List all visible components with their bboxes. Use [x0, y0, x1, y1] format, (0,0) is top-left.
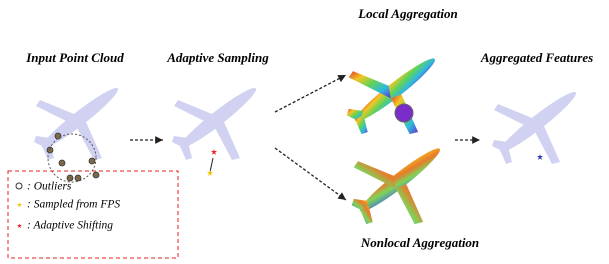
sampling-points	[207, 149, 217, 176]
sampling-plane	[172, 83, 260, 160]
legend-symbol	[17, 203, 22, 208]
figure: Input Point Cloud Adaptive Sampling Loca…	[0, 0, 609, 264]
local-plane	[347, 53, 440, 134]
legend-text: : Adaptive Shifting	[27, 220, 113, 232]
arrow	[275, 148, 346, 200]
aggregated-point	[537, 154, 543, 160]
nonlocal-plane	[352, 143, 445, 224]
label: Nonlocal Aggregation	[360, 235, 479, 250]
label: Input Point Cloud	[25, 50, 124, 65]
arrow	[275, 75, 346, 112]
legend-text: : Sampled from FPS	[27, 199, 120, 211]
legend-text: : Outliers	[27, 181, 72, 193]
local-region	[395, 104, 413, 122]
aggregated-plane	[492, 87, 580, 164]
label: Aggregated Features	[480, 50, 593, 65]
legend-symbol	[17, 224, 22, 229]
label: Adaptive Sampling	[166, 50, 269, 65]
label: Local Aggregation	[357, 6, 458, 21]
legend-symbol	[16, 183, 22, 189]
